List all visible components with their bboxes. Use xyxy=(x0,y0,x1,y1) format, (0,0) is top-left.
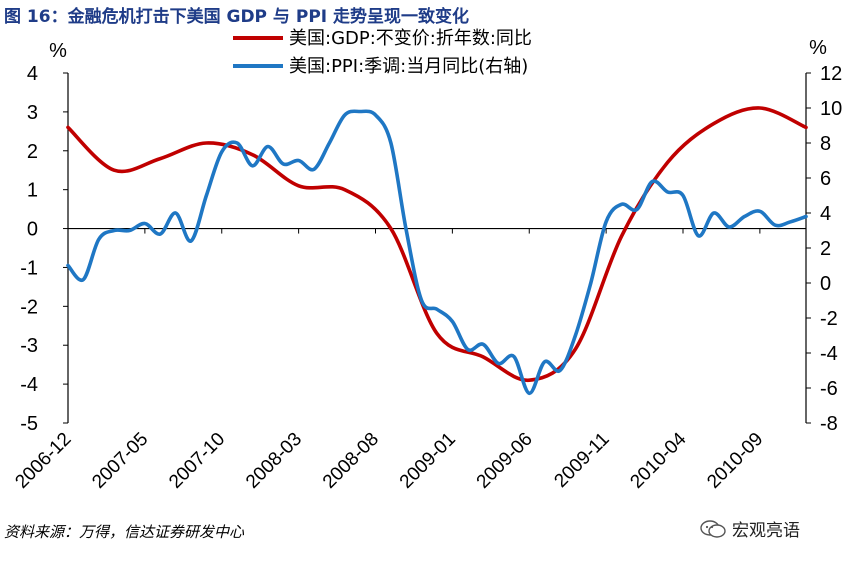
y-right-tick-label: 8 xyxy=(820,133,831,155)
legend-label: 美国:GDP:不变价:折年数:同比 xyxy=(289,28,532,49)
chart-title: 图 16：金融危机打击下美国 GDP 与 PPI 走势呈现一致变化 xyxy=(4,7,470,27)
y-left-tick-label: -1 xyxy=(20,257,38,279)
x-tick-label: 2010-09 xyxy=(703,429,767,493)
y-left-tick-label: 0 xyxy=(27,219,38,241)
x-tick-label: 2008-08 xyxy=(319,429,383,493)
legend-label: 美国:PPI:季调:当月同比(右轴) xyxy=(289,56,528,77)
series-layer xyxy=(66,106,808,396)
y-left-tick-label: -3 xyxy=(20,335,38,357)
y-right-tick-label: -6 xyxy=(820,378,838,400)
x-tick-label: 2009-11 xyxy=(550,429,613,492)
brand-label: 宏观亮语 xyxy=(732,521,800,541)
y-left-tick-label: 2 xyxy=(27,141,38,163)
x-tick-label: 2010-04 xyxy=(626,428,690,492)
y-left-tick-label: -2 xyxy=(20,296,38,318)
gdp-series-line xyxy=(66,106,808,383)
y-right-tick-label: 4 xyxy=(820,203,831,225)
y-right-tick-label: -4 xyxy=(820,343,838,365)
y-right-unit: % xyxy=(809,37,827,59)
y-right-tick-label: 0 xyxy=(820,273,831,295)
x-tick-label: 2008-03 xyxy=(242,429,306,493)
y-left-tick-label: -5 xyxy=(20,413,38,435)
wechat-icon xyxy=(700,519,726,538)
y-left-tick-label: 1 xyxy=(27,180,38,202)
y-left-tick-label: 3 xyxy=(27,102,38,124)
brand-watermark: 宏观亮语 xyxy=(700,516,800,541)
x-tick-label: 2009-06 xyxy=(473,429,537,493)
y-right-tick-label: 12 xyxy=(820,63,842,85)
x-tick-label: 2006-12 xyxy=(11,429,75,493)
y-right-tick-label: 10 xyxy=(820,98,842,120)
y-right-tick-label: -2 xyxy=(820,308,838,330)
x-tick-label: 2007-10 xyxy=(165,429,229,493)
x-tick-label: 2007-05 xyxy=(88,429,152,493)
x-tick-label: 2009-01 xyxy=(396,429,460,493)
y-right-tick-label: 2 xyxy=(820,238,831,260)
y-right-tick-label: -8 xyxy=(820,413,838,435)
y-left-tick-label: 4 xyxy=(27,63,38,85)
source-note: 资料来源：万得，信达证券研发中心 xyxy=(4,523,245,541)
ppi-series-line xyxy=(66,109,808,396)
y-left-unit: % xyxy=(49,40,67,62)
y-left-tick-label: -4 xyxy=(20,374,38,396)
y-right-tick-label: 6 xyxy=(820,168,831,190)
